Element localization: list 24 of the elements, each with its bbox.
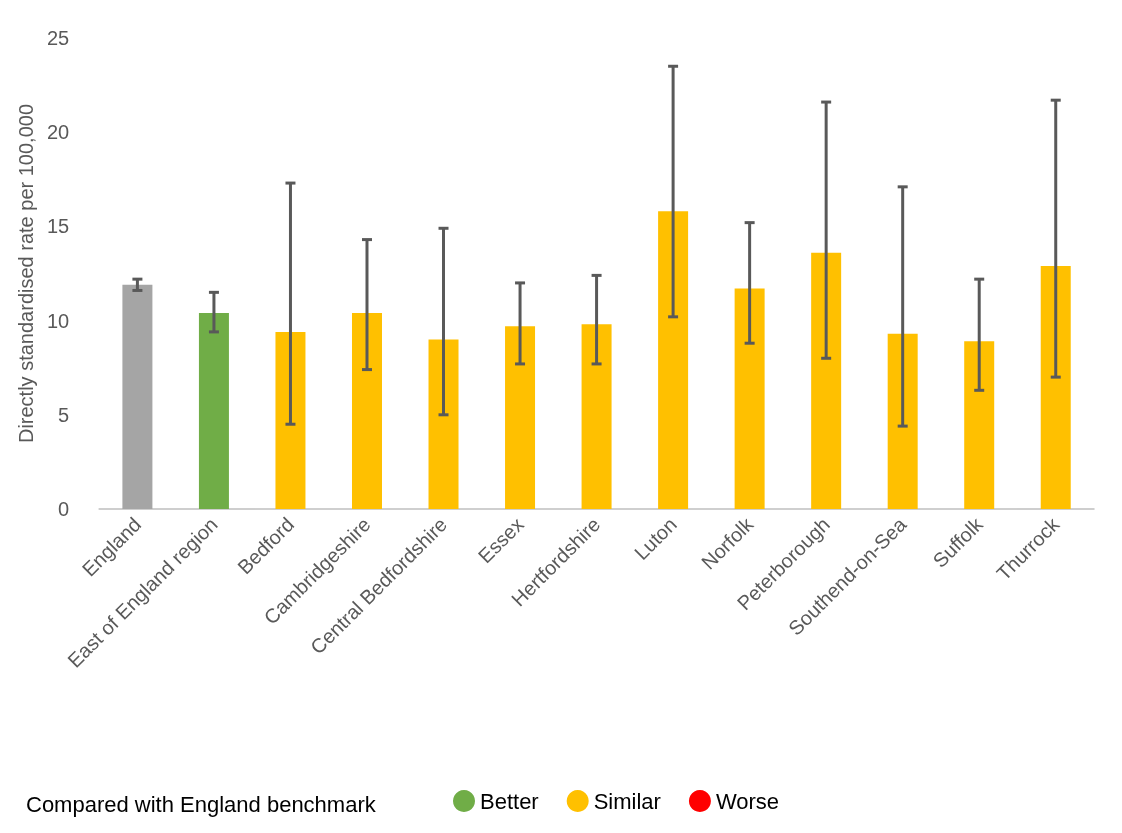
bar xyxy=(505,326,536,509)
bar xyxy=(351,313,382,509)
bar xyxy=(734,288,765,509)
legend-title: Compared with England benchmark xyxy=(26,791,377,817)
bar xyxy=(275,331,306,509)
legend-label: Similar xyxy=(593,788,661,814)
bar xyxy=(428,339,459,509)
y-tick-label: 0 xyxy=(58,498,70,520)
bar xyxy=(198,313,229,509)
legend-label: Better xyxy=(480,788,539,814)
bar xyxy=(811,252,842,509)
legend-label: Worse xyxy=(715,788,780,814)
y-axis-title: Directly standardised rate per 100,000 xyxy=(15,103,37,444)
bar xyxy=(1040,265,1071,509)
bar xyxy=(964,341,995,509)
y-tick-label: 20 xyxy=(46,121,70,144)
bar xyxy=(887,333,918,509)
bar xyxy=(581,324,612,509)
bar xyxy=(122,284,153,509)
y-tick-label: 10 xyxy=(46,309,70,332)
y-tick-label: 15 xyxy=(46,215,70,238)
y-tick-label: 5 xyxy=(58,403,70,426)
y-tick-label: 25 xyxy=(46,27,70,49)
bar xyxy=(658,211,689,509)
